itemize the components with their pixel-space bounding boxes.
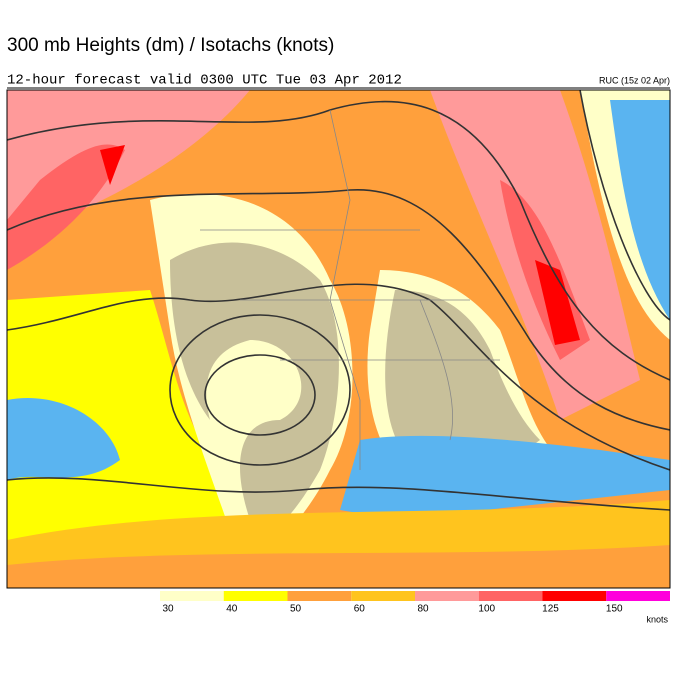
colorbar: 30 40 50 60 80 100 125 150 knots <box>160 591 670 624</box>
title: 300 mb Heights (dm) / Isotachs (knots) <box>7 35 334 56</box>
map-frame <box>6 89 671 589</box>
map-field <box>7 90 670 588</box>
colorbar-swatch <box>351 591 415 601</box>
model-label: RUC (15z 02 Apr) <box>599 75 670 85</box>
colorbar-units: knots <box>646 614 668 624</box>
colorbar-label: 125 <box>542 604 559 615</box>
colorbar-swatch <box>223 591 288 601</box>
colorbar-swatch <box>606 591 670 601</box>
colorbar-swatch <box>542 591 607 601</box>
colorbar-label: 80 <box>417 604 429 615</box>
colorbar-swatch <box>415 591 479 601</box>
colorbar-swatch <box>478 591 543 601</box>
colorbar-label: 150 <box>606 604 623 615</box>
colorbar-swatch <box>287 591 352 601</box>
colorbar-label: 30 <box>162 604 174 615</box>
subtitle: 12-hour forecast valid 0300 UTC Tue 03 A… <box>7 73 402 89</box>
colorbar-label: 60 <box>354 604 366 615</box>
colorbar-label: 40 <box>226 604 238 615</box>
colorbar-label: 100 <box>478 604 495 615</box>
colorbar-label: 50 <box>290 604 302 615</box>
colorbar-swatch <box>160 591 224 601</box>
